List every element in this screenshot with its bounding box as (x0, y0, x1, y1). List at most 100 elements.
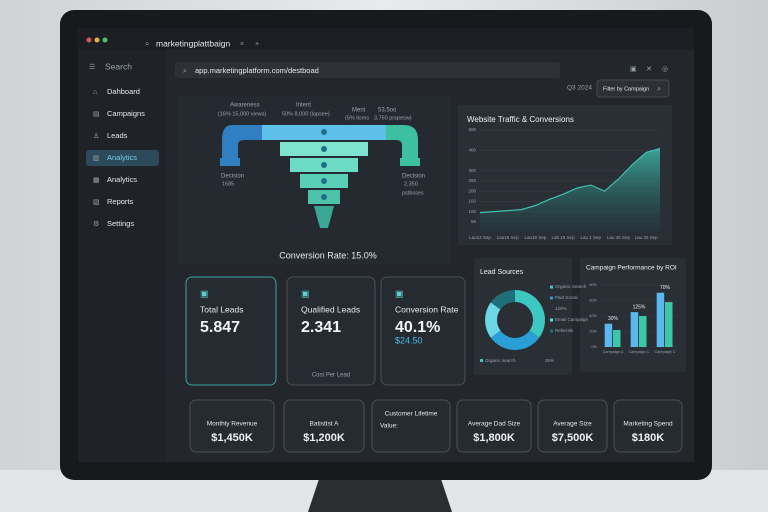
bar (604, 323, 613, 347)
funnel-label: Ment (352, 108, 366, 114)
annotation: 35% (545, 358, 554, 363)
stat-card (456, 399, 532, 453)
y-tick-label: 250 (468, 178, 476, 183)
funnel-detail: 2,350 (404, 181, 418, 187)
filter-button[interactable] (596, 79, 670, 98)
stat-title: Marketing Spend (623, 421, 673, 428)
kpi-card (286, 276, 376, 386)
kpi-value: 5.847 (200, 319, 240, 336)
funnel-detail: 3,750 prspesw) (374, 115, 412, 121)
kpi-value: 40.1% (395, 319, 440, 336)
stat-card (283, 399, 365, 453)
y-tick-label: 100 (468, 209, 476, 214)
x-tick-label: Lau 30 Sep (635, 235, 659, 240)
nav-item[interactable]: Campaigns (107, 109, 145, 118)
nav-icon: ⌂ (93, 89, 97, 96)
active-item[interactable] (86, 150, 159, 166)
search[interactable]: Search (105, 61, 132, 71)
legend-swatch (550, 318, 553, 322)
stat-title: Batisttst A (310, 421, 340, 428)
filter-label[interactable]: Filter by Campaign (603, 86, 649, 92)
chart-title: Campaign Performance by ROI (586, 265, 677, 272)
icon: ⌕ (145, 39, 149, 48)
annotation: 120% (555, 306, 567, 311)
y-tick-label: 80% (589, 283, 597, 287)
legend-label: Email Campaign (555, 317, 589, 322)
nav-item[interactable]: Reports (107, 197, 134, 206)
icon: ⌕ (657, 86, 661, 93)
funnel-detail: (16% 15,000 views) (218, 111, 266, 117)
icon: ⌕ (183, 68, 187, 75)
funnel-label: Decision (402, 174, 425, 180)
window-icon[interactable]: ◎ (662, 66, 668, 73)
nav-item[interactable]: Leads (107, 131, 128, 140)
y-tick-label: 400 (468, 148, 476, 153)
funnel-detail: pstbsses (402, 190, 424, 196)
nav-icon: ⚙ (93, 220, 99, 228)
kpi-value: 2.341 (301, 319, 341, 336)
window-close[interactable]: ✕ (646, 66, 652, 73)
kpi-note: Cost Per Lead (312, 373, 350, 379)
stat-title: Customer Lifetime (385, 411, 438, 418)
kpi-title: Qualified Leads (301, 304, 360, 314)
bar-annotation: 30% (608, 316, 619, 322)
funnel-label: Awareness (230, 103, 260, 109)
legend-swatch (550, 329, 553, 333)
stat-value: $7,500K (552, 432, 594, 444)
stat-card (537, 399, 608, 453)
donut-slice (485, 302, 501, 338)
stat-value: $180K (632, 432, 664, 444)
conversion-rate: Conversion Rate: 15.0% (279, 250, 377, 260)
dot[interactable] (86, 37, 92, 43)
x-tick-label: Lau18 Sep (497, 235, 519, 240)
tab-close[interactable]: × (240, 41, 244, 48)
new-tab[interactable]: + (255, 41, 259, 48)
bar (613, 329, 621, 347)
x-tick-label: Lau12 Sep (469, 235, 491, 240)
annotation: Organic search (485, 358, 516, 363)
y-tick-label: 60% (589, 299, 597, 303)
x-tick-label: Lau 30 Sep (607, 235, 631, 240)
window-icon[interactable]: ▣ (630, 66, 637, 73)
bar-annotation: 70% (660, 285, 671, 291)
stat-value: Value: (380, 423, 398, 430)
address-bar[interactable] (175, 62, 560, 78)
nav-item[interactable]: Settings (107, 219, 134, 228)
legend-swatch (550, 296, 553, 300)
y-tick-label: 150 (468, 199, 476, 204)
stat-value: $1,800K (473, 432, 515, 444)
area-fill (480, 148, 660, 232)
funnel-arm (386, 125, 418, 158)
y-tick-label: 20% (589, 330, 597, 334)
donut-slice (490, 290, 515, 310)
nav-item[interactable]: Analytics (107, 153, 137, 162)
stat-value: $1,450K (211, 432, 253, 444)
kpi-title: Total Leads (200, 304, 243, 314)
kpi-icon: ▣ (301, 288, 310, 298)
funnel-label: Decision (221, 174, 244, 180)
x-tick-label: Campaign C (654, 350, 675, 354)
legend-label: Referrals (555, 328, 574, 333)
y-tick-label: 500 (468, 127, 476, 132)
donut-slice (490, 330, 540, 350)
y-tick-label: 50 (471, 219, 477, 224)
kpi-icon: ▣ (200, 288, 209, 298)
url[interactable]: app.marketingplatform.com/destboad (195, 66, 319, 75)
funnel-label: Intent (296, 103, 311, 109)
nav-item[interactable]: Dahboard (107, 87, 140, 96)
tab-title[interactable]: marketingplattbaign (156, 38, 230, 48)
nav-icon: ♙ (93, 132, 99, 140)
stat-card (613, 399, 683, 453)
period[interactable]: Q3 2024 (567, 85, 592, 92)
dot[interactable] (102, 37, 108, 43)
bar (656, 292, 665, 347)
donut-slice (515, 290, 545, 338)
funnel-detail: 50% 8,000 (lapsee) (282, 111, 330, 117)
nav-item[interactable]: Analytics (107, 175, 137, 184)
dot[interactable] (94, 37, 100, 43)
kpi-card (380, 276, 466, 386)
y-tick-label: 40% (589, 314, 597, 318)
kpi-note: $24.50 (395, 335, 423, 345)
